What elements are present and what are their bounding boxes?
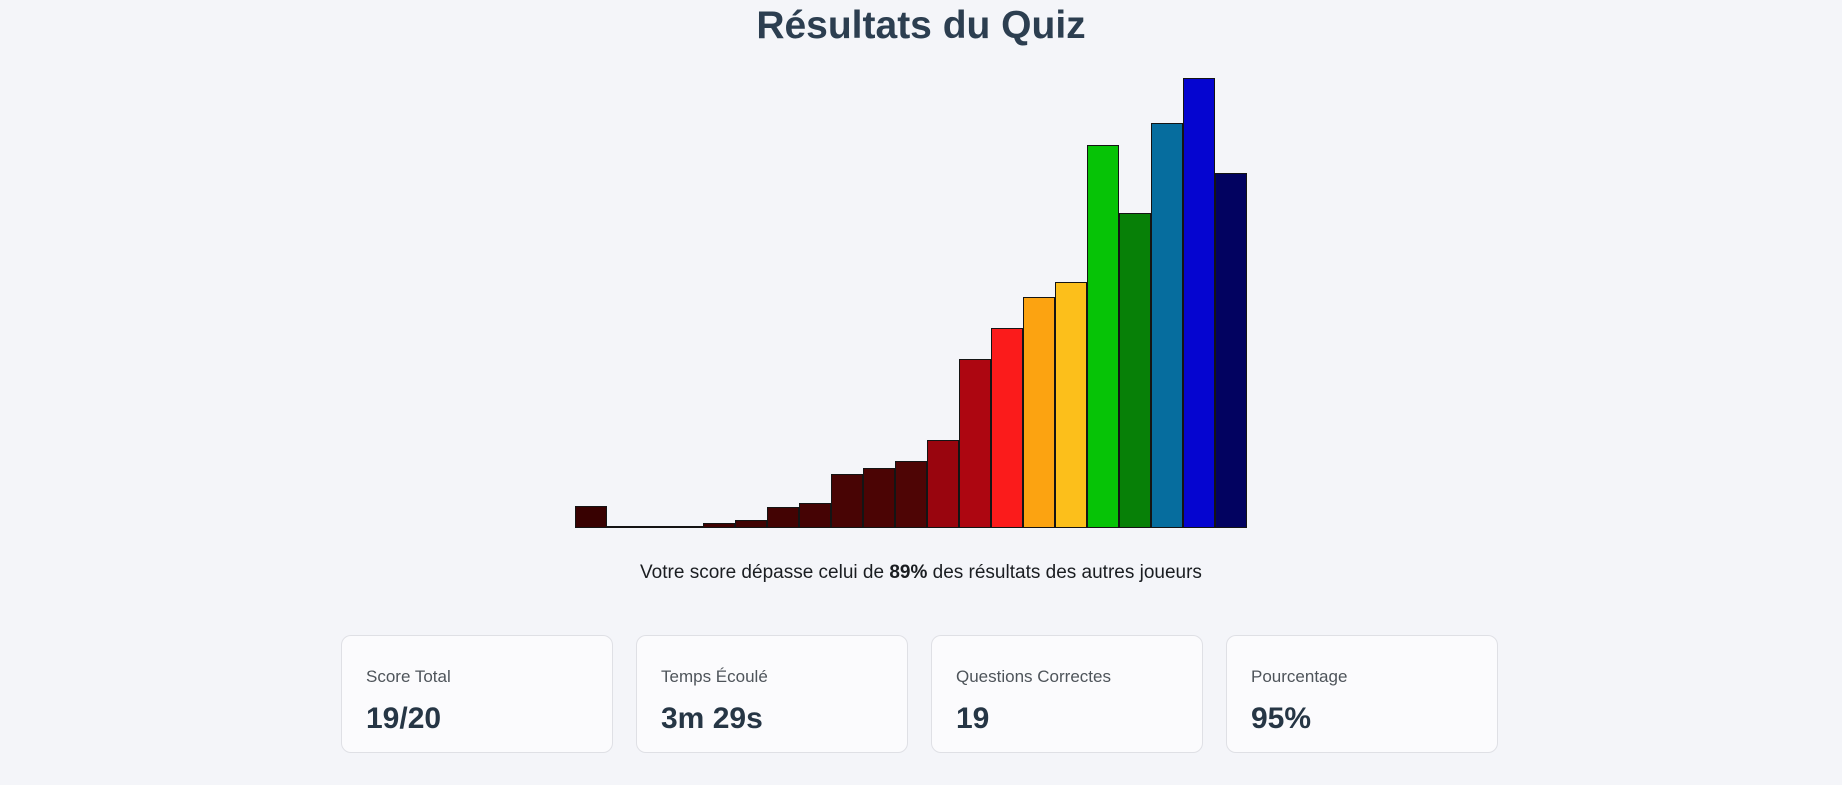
card-correct-questions-label: Questions Correctes <box>956 667 1111 686</box>
percentile-suffix: des résultats des autres joueurs <box>927 562 1202 583</box>
bar-score-19 <box>1183 78 1215 528</box>
bar-score-2 <box>639 526 671 528</box>
bar-score-16 <box>1087 145 1119 528</box>
bar-score-18 <box>1151 123 1183 528</box>
bar-score-10 <box>895 461 927 528</box>
bar-score-9 <box>863 468 895 528</box>
bar-score-8 <box>831 474 863 528</box>
card-score-total-value: 19/20 <box>366 702 442 735</box>
bar-score-13 <box>991 328 1023 528</box>
percentile-value: 89% <box>889 562 928 583</box>
card-percentage: Pourcentage 95% <box>1226 635 1498 753</box>
score-distribution-chart <box>575 68 1247 528</box>
card-elapsed-time-value: 3m 29s <box>661 702 763 735</box>
bar-score-12 <box>959 359 991 528</box>
bar-score-3 <box>671 526 703 528</box>
percentile-prefix: Votre score dépasse celui de <box>640 562 890 583</box>
card-correct-questions: Questions Correctes 19 <box>931 635 1203 753</box>
bar-score-7 <box>799 503 831 528</box>
card-percentage-value: 95% <box>1251 702 1312 735</box>
card-score-total-label: Score Total <box>366 667 451 686</box>
bar-score-4 <box>703 523 735 528</box>
card-elapsed-time: Temps Écoulé 3m 29s <box>636 635 908 753</box>
bar-score-20 <box>1215 173 1247 528</box>
percentile-text: Votre score dépasse celui de 89% des rés… <box>0 562 1842 584</box>
card-score-total: Score Total 19/20 <box>341 635 613 753</box>
card-elapsed-time-label: Temps Écoulé <box>661 667 768 686</box>
bar-score-14 <box>1023 297 1055 528</box>
bar-score-0 <box>575 506 607 528</box>
page-title: Résultats du Quiz <box>756 4 1086 47</box>
bar-score-6 <box>767 507 799 528</box>
bar-score-17 <box>1119 213 1151 528</box>
bar-score-1 <box>607 526 639 528</box>
bar-score-11 <box>927 440 959 528</box>
card-percentage-label: Pourcentage <box>1251 667 1348 686</box>
bar-score-15 <box>1055 282 1087 528</box>
bar-score-5 <box>735 520 767 528</box>
card-correct-questions-value: 19 <box>956 702 990 735</box>
stats-cards: Score Total 19/20 Temps Écoulé 3m 29s Qu… <box>341 635 1498 753</box>
